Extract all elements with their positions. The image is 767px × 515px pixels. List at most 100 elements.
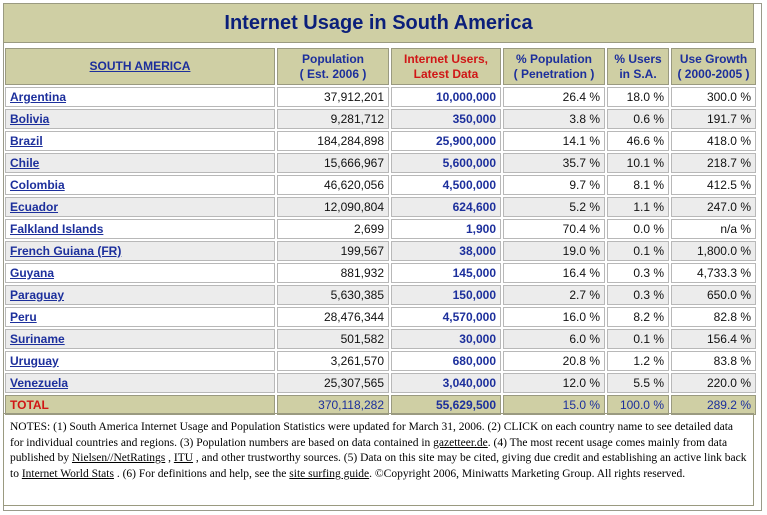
users-cell: 680,000 (391, 351, 501, 371)
population-cell: 37,912,201 (277, 87, 389, 107)
country-cell[interactable]: Argentina (5, 87, 275, 107)
country-cell[interactable]: French Guiana (FR) (5, 241, 275, 261)
table-row: Falkland Islands 2,699 1,900 70.4 % 0.0 % n/a… (5, 219, 756, 239)
table-row: Peru 28,476,344 4,570,000 16.0 % 8.2 % 82.8 % (5, 307, 756, 327)
table-row: Brazil 184,284,898 25,900,000 14.1 % 46.6 % 4… (5, 131, 756, 151)
users-cell: 10,000,000 (391, 87, 501, 107)
country-link[interactable]: Falkland Islands (10, 222, 104, 236)
users-cell: 55,629,500 (391, 395, 501, 415)
region-link[interactable]: SOUTH AMERICA (89, 59, 191, 73)
penetration-cell: 35.7 % (503, 153, 605, 173)
country-link[interactable]: French Guiana (FR) (10, 244, 122, 258)
share-cell: 10.1 % (607, 153, 669, 173)
share-cell: 0.3 % (607, 285, 669, 305)
table-row: Venezuela 25,307,565 3,040,000 12.0 % 5.5 % 2… (5, 373, 756, 393)
growth-cell: 156.4 % (671, 329, 756, 349)
page-title: Internet Usage in South America (3, 3, 754, 43)
penetration-cell: 3.8 % (503, 109, 605, 129)
share-cell: 0.3 % (607, 263, 669, 283)
users-cell: 145,000 (391, 263, 501, 283)
table-row: Colombia 46,620,056 4,500,000 9.7 % 8.1 % 412… (5, 175, 756, 195)
header-region[interactable]: SOUTH AMERICA (5, 48, 275, 85)
internet-world-stats-link[interactable]: Internet World Stats (21, 467, 114, 480)
share-cell: 46.6 % (607, 131, 669, 151)
population-cell: 2,699 (277, 219, 389, 239)
country-cell[interactable]: Chile (5, 153, 275, 173)
growth-cell: 247.0 % (671, 197, 756, 217)
country-cell[interactable]: Colombia (5, 175, 275, 195)
country-cell[interactable]: Uruguay (5, 351, 275, 371)
country-link[interactable]: Paraguay (10, 288, 65, 302)
population-cell: 501,582 (277, 329, 389, 349)
notes: NOTES: (1) South America Internet Usage … (3, 413, 754, 506)
country-link[interactable]: Ecuador (10, 200, 59, 214)
country-link[interactable]: Guyana (10, 266, 55, 280)
country-link[interactable]: Peru (10, 310, 37, 324)
growth-cell: 289.2 % (671, 395, 756, 415)
share-cell: 18.0 % (607, 87, 669, 107)
penetration-cell: 6.0 % (503, 329, 605, 349)
country-cell[interactable]: Venezuela (5, 373, 275, 393)
penetration-cell: 2.7 % (503, 285, 605, 305)
penetration-cell: 9.7 % (503, 175, 605, 195)
growth-cell: 4,733.3 % (671, 263, 756, 283)
users-cell: 150,000 (391, 285, 501, 305)
country-link[interactable]: Suriname (10, 332, 65, 346)
country-cell[interactable]: Suriname (5, 329, 275, 349)
penetration-cell: 26.4 % (503, 87, 605, 107)
nielsen-link[interactable]: Nielsen//NetRatings (71, 452, 166, 465)
country-link[interactable]: Uruguay (10, 354, 59, 368)
penetration-cell: 15.0 % (503, 395, 605, 415)
users-cell: 624,600 (391, 197, 501, 217)
share-cell: 8.1 % (607, 175, 669, 195)
country-link[interactable]: Argentina (10, 90, 67, 104)
country-cell[interactable]: Guyana (5, 263, 275, 283)
country-cell[interactable]: Ecuador (5, 197, 275, 217)
penetration-cell: 14.1 % (503, 131, 605, 151)
growth-cell: 82.8 % (671, 307, 756, 327)
country-link[interactable]: Brazil (10, 134, 43, 148)
penetration-cell: 12.0 % (503, 373, 605, 393)
table-row: Paraguay 5,630,385 150,000 2.7 % 0.3 % 650.0 … (5, 285, 756, 305)
share-cell: 0.1 % (607, 329, 669, 349)
growth-cell: 1,800.0 % (671, 241, 756, 261)
country-link[interactable]: Bolivia (10, 112, 50, 126)
table-row: Suriname 501,582 30,000 6.0 % 0.1 % 156.4 % (5, 329, 756, 349)
penetration-cell: 19.0 % (503, 241, 605, 261)
header-population: Population( Est. 2006 ) (277, 48, 389, 85)
users-cell: 1,900 (391, 219, 501, 239)
growth-cell: 83.8 % (671, 351, 756, 371)
population-cell: 184,284,898 (277, 131, 389, 151)
users-cell: 5,600,000 (391, 153, 501, 173)
penetration-cell: 20.8 % (503, 351, 605, 371)
users-cell: 30,000 (391, 329, 501, 349)
itu-link[interactable]: ITU (173, 452, 194, 465)
population-cell: 46,620,056 (277, 175, 389, 195)
total-label: TOTAL (5, 395, 275, 415)
country-cell[interactable]: Bolivia (5, 109, 275, 129)
table-row: Uruguay 3,261,570 680,000 20.8 % 1.2 % 83.8 % (5, 351, 756, 371)
share-cell: 0.6 % (607, 109, 669, 129)
country-link[interactable]: Chile (10, 156, 40, 170)
table-row: Guyana 881,932 145,000 16.4 % 0.3 % 4,733.3 % (5, 263, 756, 283)
header-share: % Users in S.A. (607, 48, 669, 85)
header-penetration: % Population( Penetration ) (503, 48, 605, 85)
country-cell[interactable]: Brazil (5, 131, 275, 151)
country-cell[interactable]: Peru (5, 307, 275, 327)
population-cell: 881,932 (277, 263, 389, 283)
site-surfing-guide-link[interactable]: site surfing guide (289, 467, 370, 480)
share-cell: 0.0 % (607, 219, 669, 239)
share-cell: 8.2 % (607, 307, 669, 327)
country-cell[interactable]: Paraguay (5, 285, 275, 305)
population-cell: 12,090,804 (277, 197, 389, 217)
population-cell: 25,307,565 (277, 373, 389, 393)
population-cell: 3,261,570 (277, 351, 389, 371)
population-cell: 199,567 (277, 241, 389, 261)
gazetteer-link[interactable]: gazetteer.de (433, 436, 488, 449)
population-cell: 28,476,344 (277, 307, 389, 327)
growth-cell: 220.0 % (671, 373, 756, 393)
country-link[interactable]: Colombia (10, 178, 65, 192)
country-cell[interactable]: Falkland Islands (5, 219, 275, 239)
country-link[interactable]: Venezuela (10, 376, 69, 390)
table-row: Ecuador 12,090,804 624,600 5.2 % 1.1 % 247.0 … (5, 197, 756, 217)
